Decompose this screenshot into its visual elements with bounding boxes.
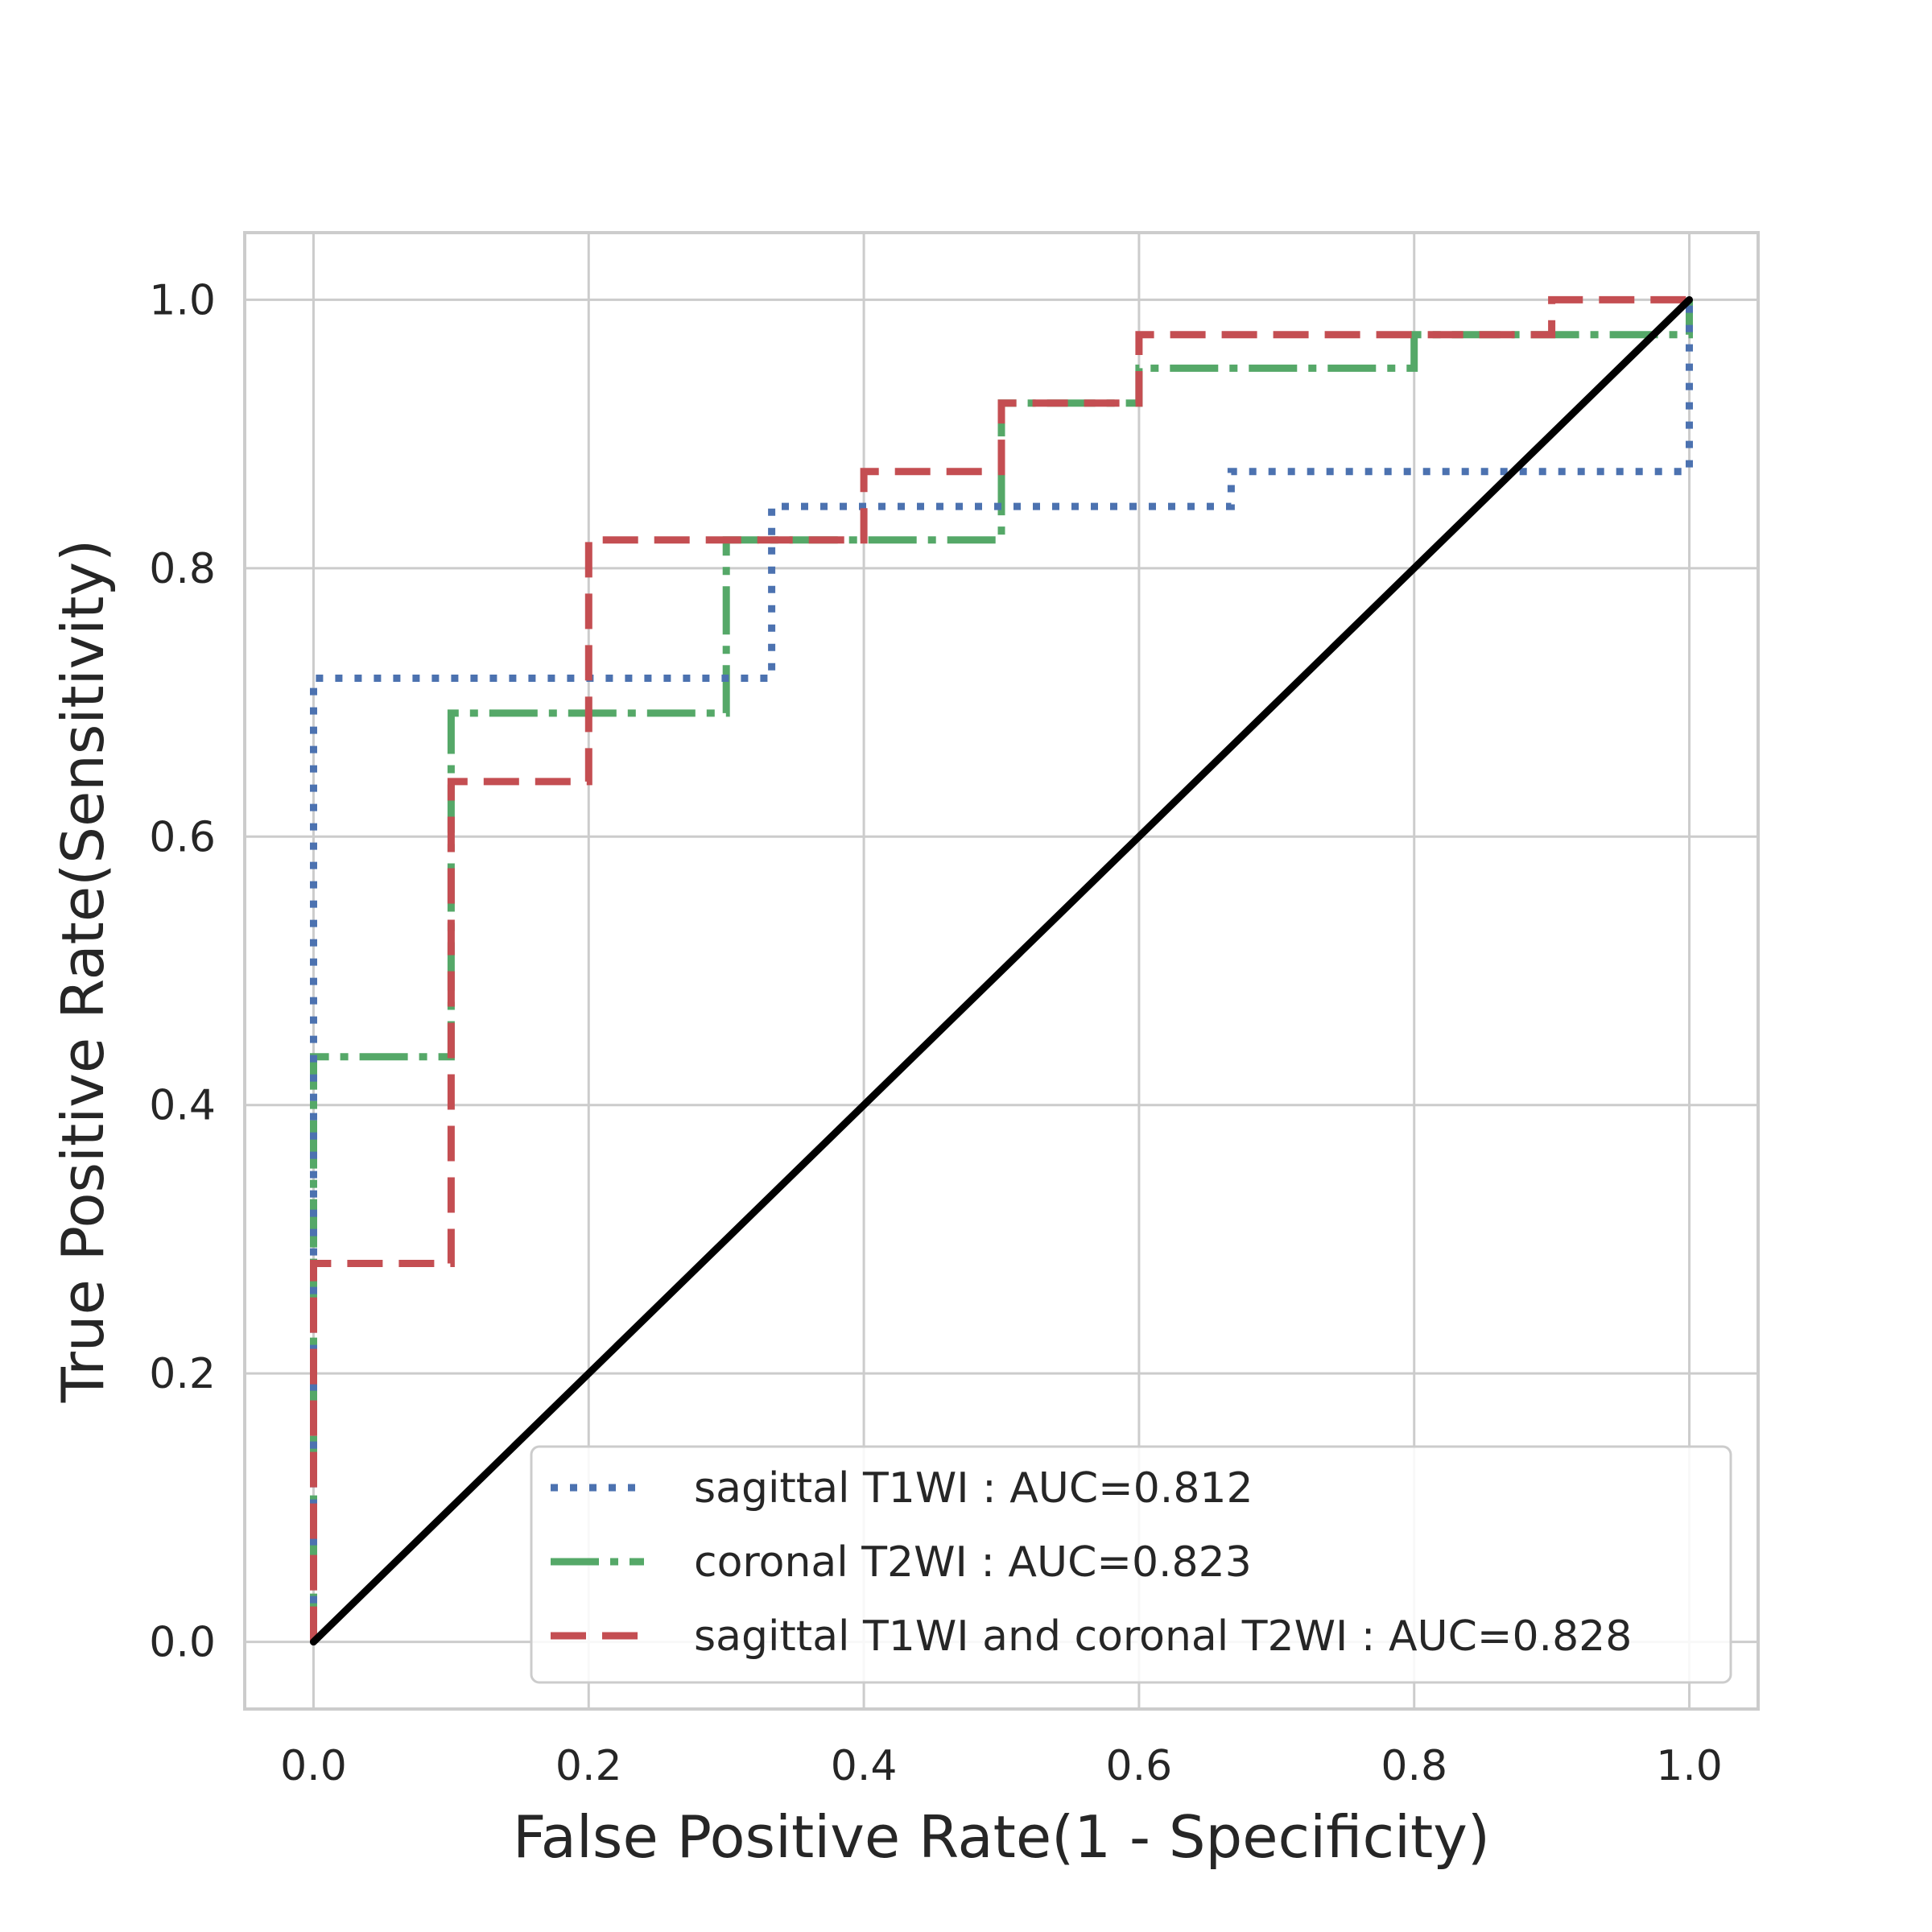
series-lines <box>309 295 1694 1646</box>
x-tick-label-2: 0.4 <box>831 1742 898 1790</box>
y-tick-label-0: 0.0 <box>149 1619 216 1667</box>
legend-label-combined: sagittal T1WI and coronal T2WI : AUC=0.8… <box>694 1612 1632 1661</box>
series-sagittal-t1wi-line <box>310 299 1693 1642</box>
tick-labels: 0.0 0.2 0.4 0.6 0.8 1.0 0.0 0.2 0.4 0.6 0.8 1.0 <box>149 276 1723 1790</box>
legend-box <box>530 1445 1732 1684</box>
x-axis-title: False Positive Rate(1 - Specificity) <box>513 1803 1490 1871</box>
legend-label-sagittal-t1wi: sagittal T1WI : AUC=0.812 <box>694 1464 1253 1513</box>
x-tick-label-4: 0.8 <box>1381 1742 1447 1790</box>
x-tick-label-3: 0.6 <box>1106 1742 1173 1790</box>
plot-area-frame <box>243 231 1760 1711</box>
y-tick-label-4: 0.8 <box>149 545 216 593</box>
y-axis-title: True Positive Rate(Sensitivity) <box>49 539 117 1403</box>
legend: sagittal T1WI : AUC=0.812 coronal T2WI :… <box>530 1445 1732 1684</box>
legend-label-coronal-t2wi: coronal T2WI : AUC=0.823 <box>694 1538 1252 1587</box>
y-tick-label-3: 0.6 <box>149 813 216 861</box>
y-tick-label-1: 0.2 <box>149 1350 216 1398</box>
x-tick-label-0: 0.0 <box>280 1742 347 1790</box>
x-tick-label-5: 1.0 <box>1656 1742 1723 1790</box>
y-tick-label-5: 1.0 <box>149 276 216 324</box>
chance-diagonal-line <box>309 295 1694 1646</box>
y-tick-label-2: 0.4 <box>149 1082 216 1130</box>
x-tick-label-1: 0.2 <box>555 1742 622 1790</box>
series-combined-line <box>310 295 1690 1642</box>
